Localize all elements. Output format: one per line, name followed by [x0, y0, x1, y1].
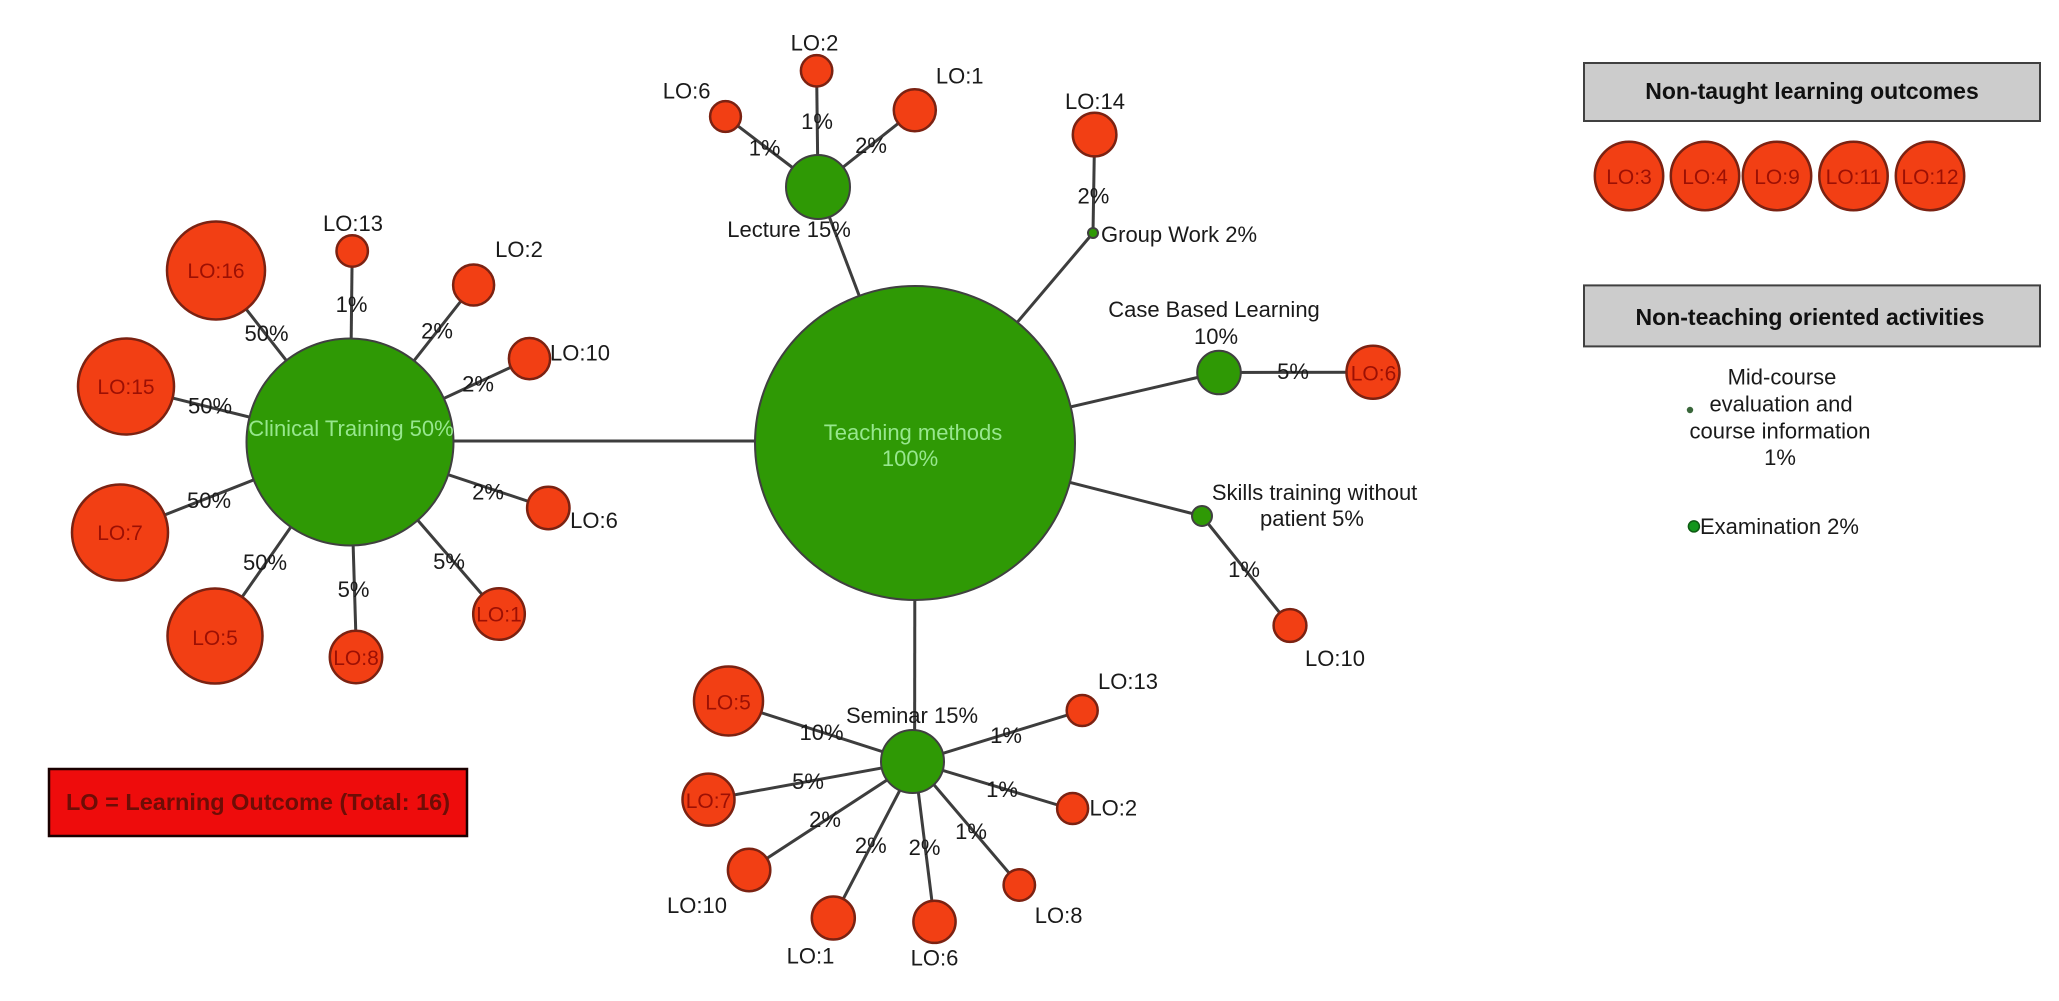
svg-text:LO:7: LO:7	[97, 522, 143, 545]
svg-text:5%: 5%	[1277, 359, 1309, 384]
svg-text:patient 5%: patient 5%	[1260, 506, 1364, 531]
svg-text:1%: 1%	[801, 109, 833, 134]
svg-text:LO:6: LO:6	[663, 79, 711, 104]
svg-text:LO:6: LO:6	[1351, 363, 1397, 386]
svg-text:LO:2: LO:2	[495, 237, 543, 262]
svg-text:2%: 2%	[855, 133, 887, 158]
svg-text:LO:13: LO:13	[1098, 669, 1158, 694]
svg-text:LO:10: LO:10	[1305, 646, 1365, 671]
svg-text:Non-teaching oriented activiti: Non-teaching oriented activities	[1636, 304, 1985, 330]
svg-text:50%: 50%	[188, 394, 232, 419]
svg-text:LO:5: LO:5	[192, 627, 238, 650]
svg-text:LO:1: LO:1	[936, 63, 984, 88]
svg-text:LO = Learning Outcome (Total:: LO = Learning Outcome (Total: 16)	[66, 789, 450, 815]
svg-text:2%: 2%	[421, 319, 453, 344]
svg-text:5%: 5%	[338, 577, 370, 602]
svg-text:2%: 2%	[462, 371, 494, 396]
svg-text:LO:12: LO:12	[1901, 166, 1958, 189]
svg-text:Clinical Training 50%: Clinical Training 50%	[248, 416, 453, 441]
svg-text:LO:10: LO:10	[550, 340, 610, 365]
svg-text:2%: 2%	[909, 835, 941, 860]
svg-text:50%: 50%	[243, 550, 287, 575]
svg-text:LO:7: LO:7	[686, 790, 732, 813]
svg-text:LO:9: LO:9	[1754, 166, 1800, 189]
svg-text:LO:3: LO:3	[1606, 166, 1652, 189]
svg-text:Group Work 2%: Group Work 2%	[1101, 222, 1257, 247]
svg-text:1%: 1%	[1764, 445, 1796, 470]
svg-text:Skills training without: Skills training without	[1212, 480, 1417, 505]
svg-text:Lecture 15%: Lecture 15%	[727, 217, 851, 242]
svg-text:LO:2: LO:2	[1089, 796, 1137, 821]
svg-text:LO:1: LO:1	[476, 604, 522, 627]
svg-text:LO:1: LO:1	[787, 944, 835, 969]
svg-text:LO:13: LO:13	[323, 211, 383, 236]
svg-text:LO:2: LO:2	[791, 30, 839, 55]
svg-text:1%: 1%	[955, 819, 987, 844]
svg-text:100%: 100%	[882, 446, 938, 471]
svg-text:1%: 1%	[749, 136, 781, 161]
svg-text:Seminar 15%: Seminar 15%	[846, 703, 978, 728]
svg-text:50%: 50%	[244, 321, 288, 346]
svg-text:1%: 1%	[336, 292, 368, 317]
svg-text:5%: 5%	[792, 769, 824, 794]
svg-text:LO:14: LO:14	[1065, 89, 1125, 114]
svg-text:course information: course information	[1690, 419, 1871, 444]
svg-text:LO:11: LO:11	[1826, 166, 1882, 189]
svg-text:evaluation and: evaluation and	[1709, 392, 1852, 417]
svg-text:Examination 2%: Examination 2%	[1700, 514, 1859, 539]
svg-text:2%: 2%	[809, 807, 841, 832]
svg-text:2%: 2%	[1078, 184, 1110, 209]
svg-text:LO:15: LO:15	[97, 376, 154, 399]
svg-text:LO:6: LO:6	[570, 508, 618, 533]
svg-text:50%: 50%	[187, 488, 231, 513]
svg-text:Teaching methods: Teaching methods	[824, 420, 1003, 445]
svg-text:LO:8: LO:8	[1035, 903, 1083, 928]
svg-text:Mid-course: Mid-course	[1728, 365, 1837, 390]
svg-text:Non-taught learning outcomes: Non-taught learning outcomes	[1645, 78, 1979, 104]
svg-text:LO:16: LO:16	[187, 260, 244, 283]
svg-text:2%: 2%	[855, 833, 887, 858]
svg-text:1%: 1%	[990, 723, 1022, 748]
svg-text:2%: 2%	[472, 480, 504, 505]
svg-text:1%: 1%	[1228, 557, 1260, 582]
svg-text:Case Based Learning: Case Based Learning	[1108, 297, 1320, 322]
svg-text:10%: 10%	[1194, 324, 1238, 349]
svg-text:LO:10: LO:10	[667, 893, 727, 918]
svg-text:LO:8: LO:8	[333, 647, 379, 670]
svg-text:5%: 5%	[433, 549, 465, 574]
svg-text:10%: 10%	[799, 720, 843, 745]
svg-text:1%: 1%	[986, 777, 1018, 802]
svg-text:LO:5: LO:5	[705, 692, 751, 715]
svg-text:LO:6: LO:6	[911, 946, 959, 971]
svg-text:LO:4: LO:4	[1682, 166, 1728, 189]
